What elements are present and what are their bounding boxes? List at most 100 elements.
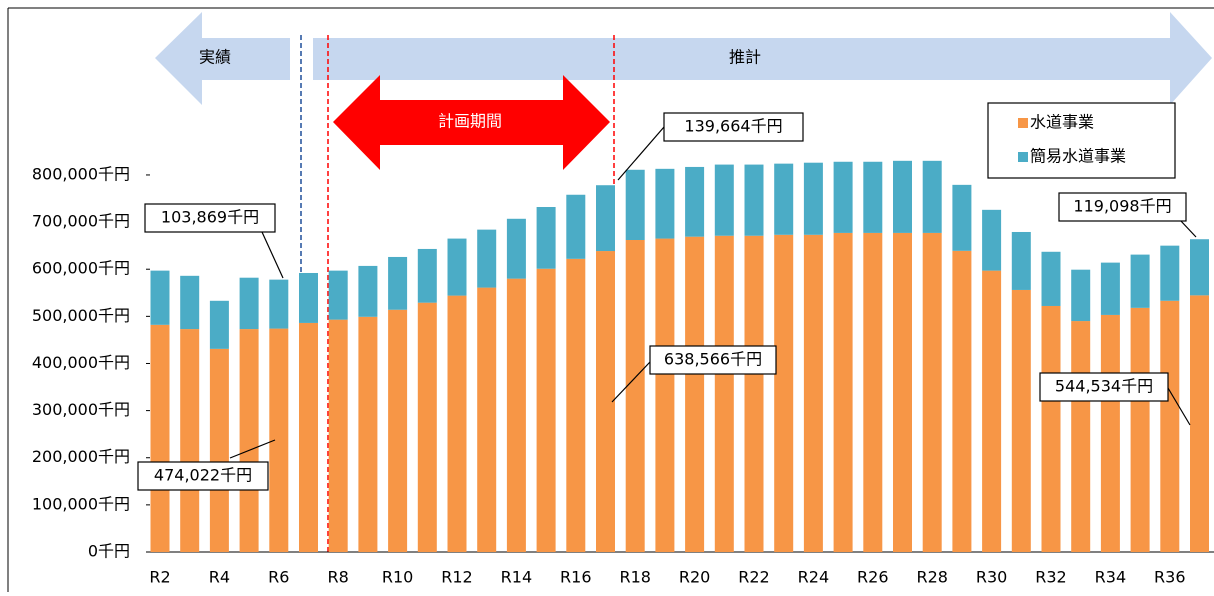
- x-tick-label: R28: [916, 568, 947, 587]
- legend-label: 簡易水道事業: [1030, 147, 1126, 166]
- bar: [150, 324, 170, 552]
- bar: [803, 234, 823, 552]
- bar: [922, 232, 942, 553]
- bar: [447, 238, 467, 296]
- bar: [952, 184, 972, 251]
- bar: [536, 207, 556, 269]
- x-tick-label: R14: [501, 568, 532, 587]
- bar: [209, 348, 229, 552]
- data-label: 103,869千円: [161, 208, 259, 227]
- bar: [982, 270, 1002, 552]
- bar: [209, 300, 229, 349]
- bar: [655, 168, 675, 239]
- bar: [1160, 245, 1180, 301]
- y-tick-label: 600,000千円: [32, 259, 130, 278]
- data-label: 544,534千円: [1055, 377, 1153, 396]
- bar: [833, 232, 853, 553]
- callout-box: [137, 461, 269, 491]
- bar: [803, 162, 823, 235]
- bar: [150, 270, 170, 325]
- bar: [1011, 289, 1031, 552]
- annotation: 計画期間: [438, 112, 502, 131]
- bar: [506, 278, 526, 552]
- bar: [477, 229, 497, 288]
- callout-box: [649, 345, 777, 375]
- plan-arrow: [333, 75, 610, 170]
- bar: [180, 275, 200, 330]
- bar: [299, 272, 318, 323]
- bar: [1160, 300, 1180, 552]
- bar: [299, 322, 318, 552]
- leader-line: [1167, 387, 1191, 426]
- bar: [1190, 239, 1209, 296]
- bar: [269, 279, 289, 329]
- data-label: 139,664千円: [684, 117, 782, 136]
- bar: [358, 265, 378, 317]
- x-tick-label: R26: [857, 568, 888, 587]
- bar: [388, 256, 408, 310]
- x-tick-label: R34: [1095, 568, 1126, 587]
- y-tick-label: 300,000千円: [32, 400, 130, 419]
- x-tick-label: R36: [1154, 568, 1185, 587]
- bar: [1130, 254, 1150, 308]
- bar: [1100, 262, 1120, 315]
- bar: [774, 163, 794, 235]
- bar: [328, 270, 348, 320]
- bar: [1071, 321, 1091, 552]
- bar: [269, 328, 289, 552]
- bar: [596, 185, 615, 252]
- bar: [1041, 251, 1061, 306]
- leader-line: [261, 231, 284, 279]
- x-tick-label: R16: [560, 568, 591, 587]
- bar: [596, 251, 615, 552]
- bar: [833, 161, 853, 233]
- callout-box: [1039, 372, 1169, 402]
- bar: [863, 232, 883, 553]
- bar: [863, 161, 883, 233]
- callout-box: [663, 112, 804, 142]
- bar: [893, 232, 912, 553]
- y-tick-label: 500,000千円: [32, 306, 130, 325]
- bar: [744, 164, 764, 236]
- bar: [417, 302, 437, 552]
- y-tick-label: 400,000千円: [32, 353, 130, 372]
- x-tick-label: R24: [798, 568, 829, 587]
- legend-box: [987, 102, 1176, 179]
- bar: [1041, 305, 1061, 552]
- bar: [239, 329, 259, 552]
- leader-line: [611, 361, 651, 403]
- x-tick-label: R22: [738, 568, 769, 587]
- bar: [685, 236, 705, 552]
- callout-box: [1058, 192, 1187, 222]
- data-label: 119,098千円: [1073, 197, 1171, 216]
- x-tick-label: R4: [209, 568, 230, 587]
- bar: [685, 166, 705, 237]
- bar: [566, 194, 586, 259]
- bar: [447, 295, 467, 552]
- bar: [417, 248, 437, 303]
- y-tick-label: 100,000千円: [32, 494, 130, 513]
- x-tick-label: R8: [328, 568, 349, 587]
- bar: [1190, 295, 1209, 552]
- x-tick-label: R12: [441, 568, 472, 587]
- leader-line: [229, 439, 276, 459]
- legend-swatch: [1018, 118, 1028, 128]
- annotation: 実績: [199, 48, 231, 67]
- bar: [893, 160, 912, 233]
- y-tick-label: 200,000千円: [32, 447, 130, 466]
- bar: [1011, 231, 1031, 290]
- data-label: 638,566千円: [664, 350, 762, 369]
- x-tick-label: R6: [268, 568, 289, 587]
- bar: [566, 258, 586, 552]
- bar: [625, 239, 645, 552]
- bar: [982, 209, 1002, 271]
- bar: [358, 316, 378, 552]
- bar: [714, 235, 734, 553]
- forecast-arrow: [313, 12, 1212, 105]
- bar: [180, 329, 200, 552]
- data-label: 474,022千円: [154, 466, 252, 485]
- bar: [328, 319, 348, 552]
- legend-swatch: [1018, 152, 1028, 162]
- bar: [239, 277, 259, 330]
